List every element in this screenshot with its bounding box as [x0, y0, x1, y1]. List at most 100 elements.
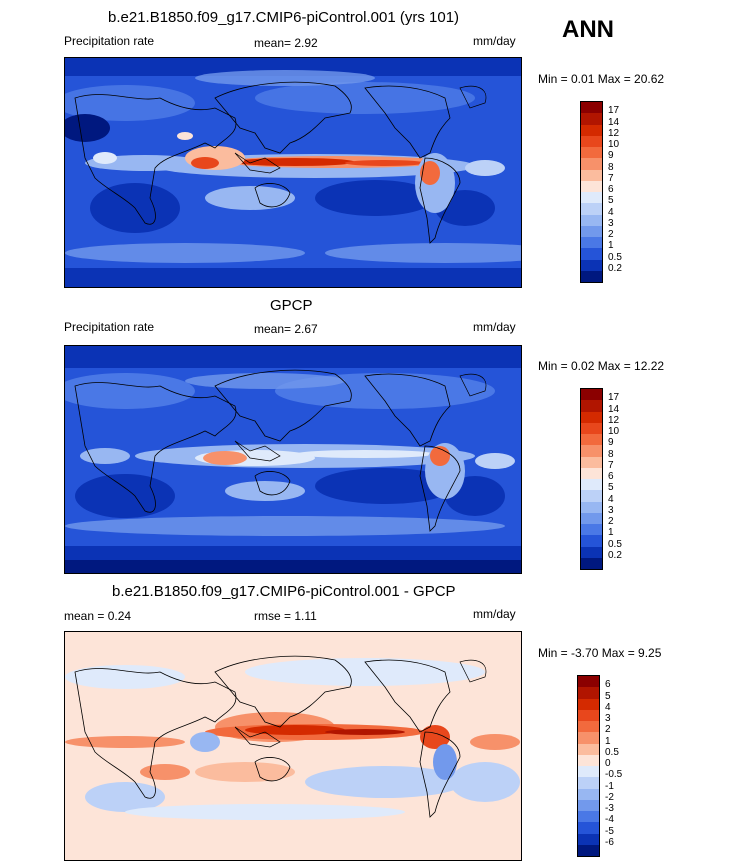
panel-2-colorbar-tick: 0.5 [608, 538, 622, 550]
panel-1-colorbar-segment [581, 237, 602, 249]
panel-3-map-graphic [65, 632, 521, 860]
panel-3-map [64, 631, 522, 861]
panel-3-colorbar-segment [578, 822, 599, 834]
panel-1-colorbar-segment [581, 192, 602, 204]
panel-1-colorbar-tick: 6 [608, 184, 614, 195]
panel-3-colorbar-tick: 2 [605, 724, 611, 736]
panel-2-units: mm/day [473, 320, 516, 334]
panel-2-colorbar-segment [581, 456, 602, 468]
panel-3-colorbar-segment [578, 766, 599, 778]
panel-3-colorbar-segment [578, 833, 599, 845]
panel-3-colorbar-segment [578, 754, 599, 766]
panel-3-colorbar-segment [578, 698, 599, 710]
panel-1-colorbar-segment [581, 158, 602, 170]
panel-1-colorbar-tick: 8 [608, 161, 614, 173]
panel-1-colorbar-tick: 12 [608, 127, 620, 139]
panel-2-colorbar-segment [581, 546, 602, 558]
panel-1-variable-label: Precipitation rate [64, 34, 155, 48]
panel-1-colorbar-segment [581, 169, 602, 181]
panel-3-title: b.e21.B1850.f09_g17.CMIP6-piControl.001 … [112, 583, 456, 600]
panel-1-colorbar-segment [581, 259, 602, 271]
panel-2-colorbar-segment [581, 434, 602, 446]
panel-3-colorbar-tick: -2 [605, 791, 614, 803]
panel-2-colorbar [580, 388, 603, 570]
panel-2-colorbar-tick: 7 [608, 459, 614, 471]
panel-1-colorbar-tick: 4 [608, 206, 614, 218]
panel-1-colorbar-tick: 0.2 [608, 262, 622, 274]
panel-2-colorbar-tick: 6 [608, 471, 614, 482]
panel-2-colorbar-tick: 3 [608, 504, 614, 516]
panel-3-minmax: Min = -3.70 Max = 9.25 [538, 646, 662, 660]
panel-1-colorbar-segment [581, 248, 602, 260]
panel-1-map-graphic [65, 58, 521, 287]
panel-2-colorbar-segment [581, 557, 602, 569]
panel-1-colorbar-tick: 9 [608, 150, 614, 162]
panel-2-variable-label: Precipitation rate [64, 320, 155, 334]
panel-2-map-graphic [65, 346, 521, 573]
panel-2-colorbar-tick: 1 [608, 527, 614, 539]
panel-1-colorbar-tick: 7 [608, 172, 614, 184]
panel-2-map [64, 345, 522, 574]
panel-3-colorbar-segment [578, 732, 599, 744]
panel-2-colorbar-segment [581, 445, 602, 457]
panel-3-colorbar-tick: -6 [605, 836, 614, 848]
season-label: ANN [562, 16, 614, 43]
panel-3-rmse: rmse = 1.11 [254, 609, 317, 623]
panel-3-colorbar-tick: 3 [605, 713, 611, 724]
panel-3-colorbar-segment [578, 788, 599, 800]
panel-3-colorbar [577, 675, 600, 857]
panel-3-colorbar-segment [578, 799, 599, 811]
panel-3-colorbar-tick: 6 [605, 679, 611, 691]
panel-1-colorbar-tick: 14 [608, 116, 620, 128]
panel-2-colorbar-segment [581, 512, 602, 524]
panel-3-colorbar-segment [578, 811, 599, 823]
panel-1-colorbar-tick: 0.5 [608, 251, 622, 263]
panel-2-colorbar-segment [581, 389, 602, 401]
panel-2-colorbar-segment [581, 535, 602, 547]
panel-1-colorbar-tick: 1 [608, 240, 614, 252]
panel-3-colorbar-tick: 1 [605, 735, 611, 747]
panel-2-colorbar-tick: 2 [608, 516, 614, 527]
panel-3-colorbar-tick: 5 [605, 690, 611, 702]
panel-2-colorbar-segment [581, 490, 602, 502]
panel-1-colorbar-tick: 2 [608, 229, 614, 240]
panel-2-mean: mean= 2.67 [254, 322, 318, 336]
panel-1-colorbar-segment [581, 270, 602, 282]
panel-3-colorbar-tick: -1 [605, 780, 614, 792]
panel-3-colorbar-tick: -3 [605, 803, 614, 814]
panel-3-colorbar-segment [578, 743, 599, 755]
panel-2-colorbar-segment [581, 467, 602, 479]
panel-2-minmax: Min = 0.02 Max = 12.22 [538, 359, 665, 373]
panel-2-colorbar-segment [581, 411, 602, 423]
panel-2-colorbar-tick: 17 [608, 392, 620, 404]
panel-3-colorbar-segment [578, 687, 599, 699]
panel-3-colorbar-tick: -0.5 [605, 769, 623, 781]
panel-1-colorbar-segment [581, 180, 602, 192]
panel-3-colorbar-tick: -5 [605, 825, 614, 837]
panel-2-colorbar-tick: 5 [608, 482, 614, 494]
panel-1-minmax: Min = 0.01 Max = 20.62 [538, 72, 665, 86]
panel-2-colorbar-segment [581, 524, 602, 536]
panel-3-colorbar-segment [578, 721, 599, 733]
panel-3-mean: mean = 0.24 [64, 609, 132, 623]
panel-1-colorbar-segment [581, 214, 602, 226]
panel-1-title: b.e21.B1850.f09_g17.CMIP6-piControl.001 … [108, 9, 460, 26]
panel-1-colorbar-segment [581, 135, 602, 147]
panel-1-colorbar-segment [581, 147, 602, 159]
panel-2-colorbar-segment [581, 479, 602, 491]
panel-2-colorbar-segment [581, 501, 602, 513]
panel-1-colorbar [580, 101, 603, 283]
panel-1-colorbar-segment [581, 124, 602, 136]
panel-3-colorbar-segment [578, 709, 599, 721]
panel-2-colorbar-tick: 0.2 [608, 549, 622, 561]
panel-2-colorbar-tick: 10 [608, 426, 620, 437]
panel-1-mean: mean= 2.92 [254, 36, 318, 50]
panel-1-colorbar-segment [581, 102, 602, 114]
panel-2-colorbar-tick: 8 [608, 448, 614, 460]
panel-1-units: mm/day [473, 34, 516, 48]
panel-1-colorbar-segment [581, 203, 602, 215]
panel-1-colorbar-tick: 3 [608, 217, 614, 229]
panel-1-colorbar-tick: 10 [608, 139, 620, 150]
panel-1-map [64, 57, 522, 288]
panel-2-colorbar-tick: 4 [608, 493, 614, 505]
